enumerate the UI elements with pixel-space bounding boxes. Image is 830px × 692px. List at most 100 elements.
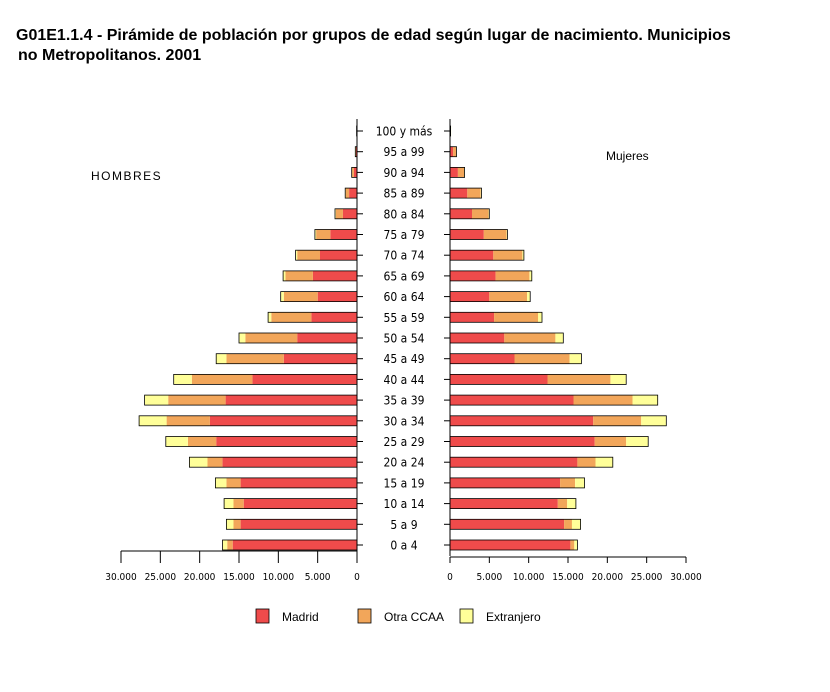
age-group-label: 65 a 69 — [384, 269, 425, 283]
hombres-tick-label: 0 — [354, 572, 360, 583]
age-group-label: 100 y más — [376, 125, 433, 139]
bar-hombres-madrid-9 — [283, 353, 357, 364]
bar-mujeres-otra-ccaa-12 — [489, 291, 528, 302]
bar-mujeres-madrid-4 — [450, 457, 578, 468]
bar-mujeres-madrid-10 — [450, 333, 505, 343]
hombres-tick-label: 30.000 — [105, 572, 137, 583]
bar-mujeres-extranjero-10 — [555, 333, 564, 343]
bar-hombres-otra-ccaa-18 — [351, 167, 354, 178]
age-group-label: 95 a 99 — [384, 145, 425, 159]
bar-mujeres-madrid-3 — [450, 477, 561, 488]
age-group-label: 75 a 79 — [384, 228, 425, 242]
bar-hombres-otra-ccaa-12 — [283, 291, 318, 302]
age-group-label: 45 a 49 — [384, 352, 425, 366]
bar-hombres-madrid-17 — [349, 188, 357, 199]
bar-hombres-extranjero-12 — [280, 291, 284, 302]
hombres-bars — [138, 125, 358, 551]
bar-hombres-madrid-5 — [216, 436, 357, 447]
bar-mujeres-otra-ccaa-10 — [504, 333, 556, 343]
age-group-label: 60 a 64 — [384, 290, 425, 304]
bar-hombres-extranjero-14 — [295, 250, 298, 261]
chart-title-line2: no Metropolitanos. 2001 — [18, 47, 202, 64]
bar-mujeres-extranjero-2 — [567, 498, 576, 509]
bar-hombres-madrid-1 — [240, 519, 357, 530]
bar-mujeres-madrid-7 — [450, 395, 574, 406]
bar-hombres-extranjero-6 — [139, 415, 167, 426]
bar-mujeres-extranjero-9 — [569, 353, 582, 364]
bar-mujeres-extranjero-6 — [641, 415, 667, 426]
legend-label: Extranjero — [486, 610, 541, 624]
age-group-label: 30 a 34 — [384, 414, 425, 428]
age-group-label: 15 a 19 — [384, 476, 425, 490]
mujeres-tick-label: 10.000 — [513, 572, 545, 583]
bar-hombres-madrid-2 — [243, 498, 357, 509]
bar-mujeres-extranjero-4 — [595, 457, 613, 468]
bar-mujeres-extranjero-5 — [626, 436, 649, 447]
chart-title: G01E1.1.4 - Pirámide de población por gr… — [16, 26, 816, 66]
hombres-tick-label: 20.000 — [184, 572, 216, 583]
bar-mujeres-extranjero-7 — [632, 395, 658, 406]
bar-mujeres-madrid-5 — [450, 436, 595, 447]
age-group-label: 70 a 74 — [384, 249, 425, 263]
age-group-label: 20 a 24 — [384, 456, 425, 470]
hombres-tick-label: 15.000 — [223, 572, 255, 583]
bar-mujeres-madrid-12 — [450, 291, 490, 302]
bar-mujeres-otra-ccaa-19 — [453, 146, 457, 157]
bar-mujeres-madrid-16 — [450, 208, 472, 219]
bar-hombres-otra-ccaa-15 — [316, 229, 331, 240]
bar-mujeres-madrid-1 — [450, 519, 565, 530]
age-group-label: 80 a 84 — [384, 207, 425, 221]
bar-hombres-extranjero-3 — [215, 477, 227, 488]
bar-hombres-madrid-14 — [320, 250, 357, 261]
bar-hombres-otra-ccaa-3 — [226, 477, 241, 488]
bar-mujeres-madrid-8 — [450, 374, 548, 385]
bar-hombres-otra-ccaa-4 — [207, 457, 223, 468]
age-group-label: 55 a 59 — [384, 311, 425, 325]
legend-swatch — [255, 608, 270, 624]
age-group-label: 10 a 14 — [384, 497, 425, 511]
bar-hombres-madrid-3 — [240, 477, 357, 488]
bar-mujeres-madrid-0 — [450, 540, 571, 550]
bar-mujeres-otra-ccaa-9 — [514, 353, 570, 364]
bar-mujeres-madrid-13 — [450, 270, 496, 281]
age-group-label: 40 a 44 — [384, 373, 425, 387]
bar-hombres-madrid-13 — [312, 270, 357, 281]
bar-hombres-extranjero-13 — [283, 270, 286, 281]
bar-hombres-extranjero-9 — [216, 353, 227, 364]
bar-hombres-otra-ccaa-2 — [233, 498, 244, 509]
bar-hombres-madrid-15 — [330, 229, 357, 240]
bar-hombres-otra-ccaa-1 — [233, 519, 241, 530]
legend-label: Madrid — [282, 610, 319, 624]
bar-hombres-madrid-4 — [222, 457, 357, 468]
bar-mujeres-extranjero-12 — [527, 291, 531, 302]
mujeres-tick-label: 25.000 — [631, 572, 663, 583]
bar-mujeres-otra-ccaa-17 — [467, 188, 481, 199]
mujeres-tick-label: 0 — [447, 572, 453, 583]
legend-swatch — [459, 608, 474, 624]
bar-hombres-otra-ccaa-17 — [345, 188, 350, 199]
bar-mujeres-otra-ccaa-13 — [495, 270, 530, 281]
mujeres-tick-label: 30.000 — [670, 572, 702, 583]
age-group-label: 5 a 9 — [390, 518, 417, 532]
bar-hombres-madrid-12 — [317, 291, 357, 302]
legend-swatch — [357, 608, 372, 624]
bar-hombres-extranjero-11 — [268, 312, 272, 323]
mujeres-label: Mujeres — [606, 149, 649, 163]
bar-hombres-extranjero-1 — [226, 519, 234, 530]
bar-hombres-otra-ccaa-13 — [285, 270, 313, 281]
bar-mujeres-madrid-2 — [450, 498, 558, 509]
bar-mujeres-madrid-9 — [450, 353, 515, 364]
bar-mujeres-madrid-17 — [450, 188, 468, 199]
bar-hombres-extranjero-10 — [239, 333, 246, 343]
bar-hombres-otra-ccaa-16 — [335, 208, 343, 219]
bar-mujeres-extranjero-8 — [610, 374, 627, 385]
bar-mujeres-otra-ccaa-18 — [457, 167, 465, 178]
mujeres-bars — [449, 125, 667, 551]
bar-mujeres-otra-ccaa-14 — [493, 250, 523, 261]
bar-mujeres-madrid-6 — [450, 415, 594, 426]
age-group-label: 50 a 54 — [384, 332, 425, 346]
bar-hombres-otra-ccaa-0 — [227, 540, 233, 550]
age-group-label: 0 a 4 — [390, 539, 417, 553]
hombres-x-axis: 30.000 25.000 20.000 15.000 10.000 5.000 0 — [105, 550, 360, 583]
